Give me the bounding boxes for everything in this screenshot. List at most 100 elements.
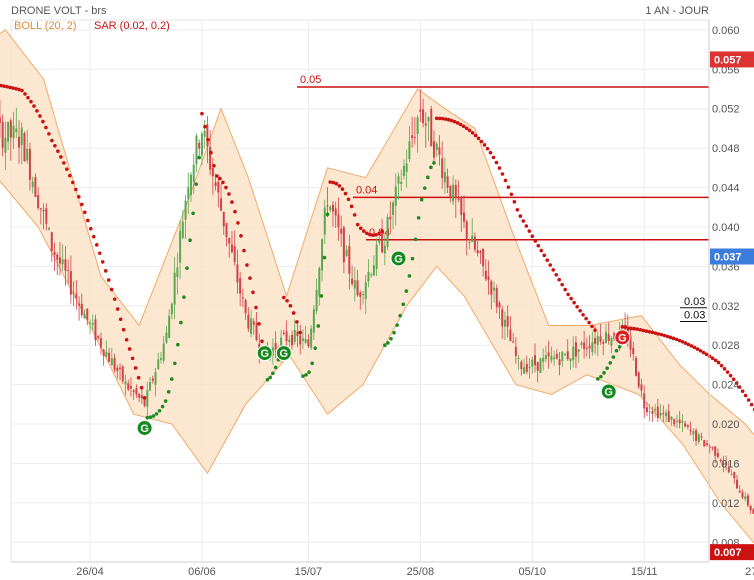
- candle-body: [730, 474, 733, 476]
- candle-body: [725, 462, 728, 466]
- candle-body: [301, 338, 304, 342]
- sar-dot: [470, 131, 475, 135]
- candle-body: [315, 289, 318, 312]
- candle-body: [250, 318, 253, 334]
- candle-body: [228, 237, 231, 244]
- candle-body: [539, 358, 542, 373]
- candle-body: [157, 359, 160, 370]
- x-tick-label: 15/07: [295, 566, 323, 578]
- sar-dot: [563, 287, 567, 292]
- sar-dot: [371, 233, 375, 237]
- sar-dot: [368, 232, 372, 237]
- sar-dot: [145, 415, 150, 420]
- candle-body: [329, 206, 332, 211]
- candle-body: [419, 109, 422, 112]
- candle-body: [544, 355, 547, 360]
- candle-body: [637, 372, 640, 387]
- candle-body: [607, 334, 610, 341]
- candle-body: [656, 406, 659, 418]
- candle-body: [402, 165, 405, 176]
- sar-dot: [611, 355, 616, 359]
- signal-marker: [136, 419, 153, 436]
- x-tick-label: 26/04: [76, 566, 104, 578]
- sar-dot: [479, 139, 484, 144]
- sar-dot: [56, 149, 60, 154]
- sar-dot: [136, 375, 141, 380]
- sar-dot: [716, 360, 721, 365]
- candle-body: [405, 163, 408, 172]
- candle-body: [610, 338, 613, 346]
- candle-body: [247, 314, 250, 329]
- candle-body: [110, 358, 113, 366]
- sar-dot: [194, 182, 198, 186]
- sar-dot: [352, 213, 357, 217]
- sar-dot: [97, 251, 102, 256]
- sar-dot: [221, 180, 225, 185]
- sar-dot: [497, 166, 502, 170]
- candle-body: [18, 136, 21, 148]
- sar-dot: [334, 181, 339, 186]
- candle-body: [143, 397, 146, 406]
- candle-body: [498, 302, 501, 308]
- sar-dot: [273, 365, 278, 370]
- sar-dot: [698, 348, 703, 353]
- sar-dot: [548, 263, 553, 267]
- candle-body: [119, 367, 122, 369]
- sar-dot: [380, 229, 384, 234]
- sar-dot: [377, 231, 381, 236]
- candle-body: [558, 359, 561, 366]
- candle-body: [629, 335, 632, 350]
- candle-body: [525, 363, 528, 372]
- sar-dot: [41, 119, 45, 124]
- sar-dot: [209, 150, 213, 155]
- sar-dot: [362, 229, 366, 233]
- sar-dot: [166, 390, 171, 394]
- sar-dot: [224, 185, 228, 190]
- sar-dot: [746, 398, 751, 402]
- sar-dot: [395, 323, 399, 327]
- candle-body: [362, 294, 364, 296]
- candle-body: [220, 198, 223, 211]
- candle-body: [195, 135, 198, 165]
- sar-dot: [251, 290, 255, 295]
- candle-body: [230, 244, 233, 253]
- candle-body: [375, 244, 378, 270]
- sar-dot: [575, 304, 579, 309]
- sar-dot: [109, 287, 114, 292]
- candle-body: [588, 345, 591, 349]
- sar-dot: [11, 86, 15, 90]
- sar-dot: [485, 146, 490, 151]
- candle-body: [37, 195, 40, 208]
- candle-body: [432, 141, 435, 158]
- candle-body: [681, 421, 684, 423]
- candle-body: [53, 251, 56, 256]
- candle-body: [473, 236, 476, 250]
- sar-dot: [35, 109, 39, 113]
- sar-dot: [695, 347, 700, 351]
- candle-body: [741, 492, 744, 498]
- candle-body: [430, 108, 433, 147]
- y-tick-label: 0.040: [712, 222, 740, 234]
- sar-dot: [533, 239, 538, 243]
- candle-body: [351, 278, 354, 284]
- sar-dot: [587, 320, 591, 325]
- sar-dot: [130, 356, 135, 361]
- candle-body: [684, 423, 687, 427]
- sar-dot: [331, 180, 336, 185]
- sar-dot: [524, 224, 529, 228]
- candle-body: [127, 383, 130, 390]
- candle-body: [113, 357, 116, 370]
- candle-body: [542, 357, 545, 362]
- sar-dot: [692, 345, 697, 350]
- candle-body: [42, 210, 45, 212]
- sar-dot: [121, 327, 126, 332]
- candle-body: [435, 143, 438, 150]
- sar-dot: [182, 295, 186, 299]
- candle-body: [9, 120, 12, 138]
- sar-dot: [139, 385, 144, 390]
- sar-dot: [530, 234, 535, 238]
- candle-body: [381, 233, 384, 253]
- sar-dot: [74, 187, 78, 192]
- candle-body: [452, 184, 455, 202]
- sar-dot: [503, 178, 508, 183]
